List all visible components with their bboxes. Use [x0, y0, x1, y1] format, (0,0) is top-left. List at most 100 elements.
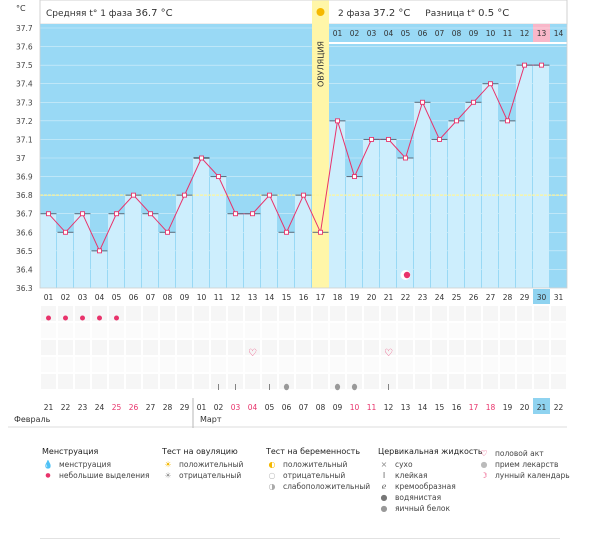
heart-icon: ♡ [480, 449, 488, 458]
temp-bar [533, 65, 549, 289]
egg-white-icon [334, 383, 341, 391]
phase2-day-cell [414, 24, 431, 42]
symbol-cell [109, 306, 124, 321]
symbol-cell [143, 357, 158, 372]
symbol-cell [245, 357, 260, 372]
symbol-cell [347, 340, 362, 355]
symbol-cell [313, 323, 328, 338]
legend-title: Тест на беременность [266, 447, 361, 456]
phase2-day-label: 14 [554, 29, 564, 38]
calendar-date: 09 [333, 403, 343, 412]
symbol-cell [92, 357, 107, 372]
symbol-cell [364, 340, 379, 355]
symbol-cell [398, 357, 413, 372]
symbol-cell [194, 323, 209, 338]
symbol-cell [143, 374, 158, 389]
symbol-cell [109, 323, 124, 338]
symbol-cell [466, 357, 481, 372]
symbol-cell [279, 306, 294, 321]
x-tick-label: 21 [384, 293, 394, 302]
heart-icon: ♡ [384, 348, 393, 359]
temp-bar [278, 232, 294, 288]
temp-bar [482, 83, 498, 288]
legend-item: ● небольшие выделения [42, 470, 149, 481]
calendar-date: 27 [146, 403, 156, 412]
phase2-value: 37.2 °C [372, 8, 411, 19]
temp-point [471, 99, 476, 105]
symbol-cell [432, 357, 447, 372]
symbol-cell [432, 323, 447, 338]
symbol-cell [279, 357, 294, 372]
symbol-cell [58, 323, 73, 338]
temp-bar [346, 176, 362, 288]
x-tick-label: 24 [435, 293, 445, 302]
temp-point [420, 99, 425, 105]
symbol-cell [500, 340, 515, 355]
symbol-cell [228, 357, 243, 372]
symbol-cell [58, 340, 73, 355]
symbol-cell [296, 357, 311, 372]
symbol-cell [211, 306, 226, 321]
temp-point [182, 192, 187, 198]
temp-point [165, 229, 170, 235]
y-tick-label: 37.7 [16, 24, 33, 33]
x-tick-label: 02 [61, 293, 71, 302]
symbol-cell [398, 323, 413, 338]
symbol-cell [262, 323, 277, 338]
x-tick-label: 06 [129, 293, 139, 302]
calendar-date: 25 [112, 403, 122, 412]
symbol-cell [381, 357, 396, 372]
symbol-cell [415, 306, 430, 321]
phase2-day-cell [482, 24, 499, 42]
legend-title: Менструация [42, 447, 99, 456]
temp-bar [261, 195, 277, 288]
symbol-cell [262, 374, 277, 389]
phase2-day-label: 12 [520, 29, 530, 38]
creamy-icon: ℯ [381, 482, 387, 491]
temp-point [352, 174, 357, 180]
symbol-cell [534, 340, 549, 355]
symbol-cell [75, 306, 90, 321]
symbol-cell [313, 374, 328, 389]
symbol-cell [483, 357, 498, 372]
phase2-day-label: 05 [401, 29, 411, 38]
divider [40, 538, 560, 539]
legend-menstruation: Менструация 💧 менструация ● небольшие выде… [42, 446, 150, 481]
phase2-day-label: 13 [537, 29, 547, 38]
symbol-cell [262, 340, 277, 355]
symbol-cell [483, 374, 498, 389]
bbt-chart: 01 02 03 04 05 06 07 08 09 10 11 12 13 14 ОВУЛЯЦИЯ 37… [8, 0, 568, 428]
symbol-cell [483, 323, 498, 338]
symbol-cell [347, 306, 362, 321]
phase2-day-label: 07 [435, 29, 445, 38]
calendar-date: 11 [367, 403, 377, 412]
symbol-cell [449, 306, 464, 321]
symbol-cell [398, 340, 413, 355]
symbol-cell [41, 306, 56, 321]
symbol-cell [330, 323, 345, 338]
x-tick-label: 05 [112, 293, 122, 302]
temp-bar [159, 232, 175, 288]
symbol-cell [211, 374, 226, 389]
symbol-cell [381, 323, 396, 338]
symbol-cell [245, 323, 260, 338]
grey-sun-icon: ☀ [164, 471, 172, 480]
calendar-date: 04 [248, 403, 258, 412]
symbol-cell [381, 340, 396, 355]
phase2-day-cell [499, 24, 516, 42]
x-tick-label: 17 [316, 293, 326, 302]
phase2-day-cell [397, 24, 414, 42]
symbol-cell [279, 340, 294, 355]
legend-item: ☽ лунный календарь [478, 470, 569, 481]
symbol-cell [194, 357, 209, 372]
symbol-cell [41, 374, 56, 389]
calendar-date: 12 [384, 403, 394, 412]
diff-value: 0.5 °C [478, 8, 510, 19]
blood-drop-icon [46, 315, 51, 321]
cross-icon: × [380, 460, 388, 469]
symbol-cell [398, 306, 413, 321]
x-tick-label: 29 [520, 293, 530, 302]
phase2-day-cell [363, 24, 380, 42]
x-tick-label: 01 [44, 293, 54, 302]
